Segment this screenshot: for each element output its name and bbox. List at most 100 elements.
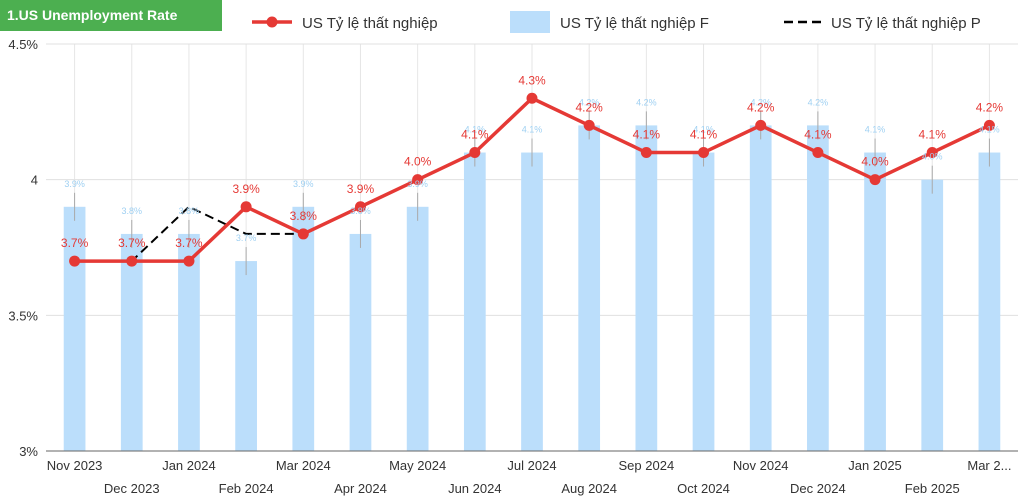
line-point — [526, 92, 538, 104]
bar — [292, 206, 315, 451]
bar-data-label: 4.1% — [465, 125, 486, 135]
chart-title: 1.US Unemployment Rate — [0, 0, 222, 31]
bar — [120, 233, 143, 451]
bar-data-label: 4.1% — [979, 125, 1000, 135]
line-point — [297, 228, 309, 240]
x-tick-label: Mar 2024 — [276, 458, 331, 473]
line-data-label: 4.3% — [518, 73, 546, 87]
bar — [749, 125, 772, 452]
line-point — [354, 201, 366, 213]
x-tick-label: Nov 2023 — [47, 458, 103, 473]
legend-swatch-point — [266, 16, 278, 28]
bar-data-label: 3.9% — [293, 179, 314, 189]
line-data-label: 4.1% — [919, 128, 947, 142]
line-data-label: 4.1% — [690, 128, 718, 142]
bar-data-label: 4.0% — [922, 152, 943, 162]
x-tick-label: May 2024 — [389, 458, 446, 473]
bar-data-label: 3.8% — [179, 206, 200, 216]
line-point — [983, 119, 995, 131]
x-tick-label: Dec 2024 — [790, 481, 846, 496]
bar — [807, 125, 829, 452]
line-point — [240, 201, 252, 213]
y-tick-label: 3.5% — [8, 308, 38, 323]
line-point — [869, 174, 881, 186]
line-data-label: 3.8% — [290, 209, 318, 223]
legend: US Tỷ lệ thất nghiệp US Tỷ lệ thất nghiệp… — [252, 11, 981, 33]
x-tick-label: Mar 2... — [967, 458, 1011, 473]
x-tick-label: Apr 2024 — [334, 481, 387, 496]
bar-data-label: 3.9% — [407, 179, 428, 189]
bar — [864, 152, 886, 452]
line-data-label: 4.2% — [575, 100, 603, 114]
bar-series — [63, 111, 1001, 452]
bar — [578, 125, 601, 452]
x-tick-label: Oct 2024 — [677, 481, 730, 496]
x-tick-label: Feb 2024 — [219, 481, 274, 496]
x-tick-label: Jan 2024 — [162, 458, 216, 473]
line-data-label: 4.0% — [861, 155, 889, 169]
bar-data-label: 4.2% — [636, 97, 657, 107]
bar — [978, 152, 1001, 452]
line-point — [183, 255, 195, 267]
x-tick-label: Nov 2024 — [733, 458, 789, 473]
line-data-label: 4.1% — [633, 128, 661, 142]
bar — [521, 152, 543, 452]
bar — [63, 206, 86, 451]
legend-label: US Tỷ lệ thất nghiệp F — [560, 15, 709, 32]
line-data-label: 4.2% — [747, 100, 775, 114]
line-point — [412, 174, 424, 186]
y-tick-label: 4 — [31, 173, 38, 188]
x-tick-label: Jul 2024 — [507, 458, 556, 473]
data-labels: 3.9% 3.8% 3.8% 3.7% 3.9% 3.8% 3.9% 4.1% 4.1% 4.2%… — [61, 73, 1004, 250]
line-data-label: 3.7% — [118, 236, 146, 250]
x-tick-label: Jan 2025 — [848, 458, 902, 473]
bar-data-label: 4.2% — [808, 97, 829, 107]
line-point — [755, 119, 767, 131]
line-data-label: 3.9% — [347, 182, 375, 196]
line-point — [583, 119, 595, 131]
x-tick-label: Sep 2024 — [619, 458, 675, 473]
bar — [921, 179, 944, 451]
line-point — [812, 147, 824, 159]
legend-swatch-bar — [510, 11, 550, 33]
x-tick-label: Jun 2024 — [448, 481, 502, 496]
bar-data-label: 3.8% — [122, 206, 143, 216]
line-point — [469, 147, 481, 159]
bar — [178, 233, 200, 451]
bar-data-label: 3.8% — [350, 206, 371, 216]
line-point — [698, 147, 710, 159]
bar-data-label: 4.1% — [865, 125, 886, 135]
bar-data-label: 4.1% — [693, 125, 714, 135]
line-data-label: 3.9% — [232, 182, 260, 196]
y-tick-label: 4.5% — [8, 37, 38, 52]
bar — [406, 206, 429, 451]
line-data-label: 3.7% — [175, 236, 203, 250]
y-tick-label: 3% — [19, 444, 38, 459]
bar-data-label: 4.2% — [750, 97, 771, 107]
x-tick-label: Dec 2023 — [104, 481, 160, 496]
legend-label: US Tỷ lệ thất nghiệp P — [831, 15, 981, 32]
bar — [692, 152, 715, 452]
line-data-label: 4.2% — [976, 100, 1004, 114]
bar-data-label: 4.1% — [522, 125, 543, 135]
line-data-label: 4.1% — [804, 128, 832, 142]
x-tick-label: Feb 2025 — [905, 481, 960, 496]
line-data-label: 4.0% — [404, 155, 432, 169]
bar-data-label: 3.7% — [236, 233, 257, 243]
line-point — [69, 255, 81, 267]
line-point — [126, 255, 138, 267]
x-tick-label: Aug 2024 — [561, 481, 617, 496]
bar — [235, 261, 257, 451]
legend-label: US Tỷ lệ thất nghiệp — [302, 15, 438, 32]
line-data-label: 4.1% — [461, 128, 489, 142]
bar — [463, 152, 486, 452]
bar — [349, 233, 372, 451]
line-point — [926, 147, 938, 159]
bar-data-label: 4.2% — [579, 97, 600, 107]
bar-data-label: 3.9% — [64, 179, 85, 189]
bar — [635, 125, 658, 452]
line-point — [640, 147, 652, 159]
line-series — [69, 92, 995, 267]
